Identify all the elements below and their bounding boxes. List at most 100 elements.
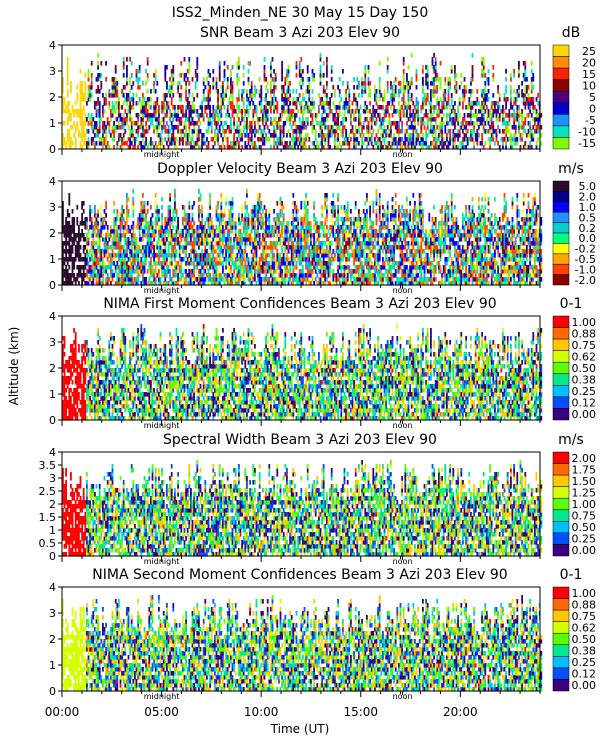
colorbar-label: 0.75	[572, 339, 597, 352]
x-tick-label: 15:00	[343, 705, 378, 719]
colorbar-label: -10	[578, 126, 596, 139]
colorbar-swatch	[552, 137, 570, 150]
colorbar-swatch	[552, 385, 570, 398]
y-tick-label: 4	[49, 310, 56, 323]
y-tick-label: 4	[49, 581, 56, 594]
colorbar-swatch	[552, 586, 570, 599]
noon-label: noon	[393, 150, 413, 159]
colorbar-swatch	[552, 125, 570, 138]
noon-label: noon	[393, 421, 413, 430]
y-tick-label: 0.5	[39, 537, 57, 550]
y-tick-label: 4	[49, 39, 56, 52]
y-tick-label: 4	[49, 175, 56, 188]
colorbar-label: 1.25	[572, 486, 597, 499]
colorbar-swatch	[552, 274, 570, 286]
colorbar-label: 0.50	[572, 362, 597, 375]
panel-title: SNR Beam 3 Azi 203 Elev 90	[200, 25, 400, 41]
colorbar-label: 20	[582, 56, 596, 69]
y-tick-label: 3	[49, 472, 56, 485]
x-axis-label: Time (UT)	[270, 722, 330, 736]
colorbar-label: 0.00	[572, 679, 597, 692]
panel-unit: m/s	[558, 161, 584, 177]
colorbar-label: 0.12	[572, 397, 597, 410]
colorbar-label: 1.75	[572, 463, 597, 476]
colorbar-swatch	[552, 656, 570, 669]
panel-unit: 0-1	[560, 296, 583, 312]
colorbar-swatch	[552, 598, 570, 611]
colorbar-label: 5	[589, 91, 596, 104]
colorbar-swatch	[552, 79, 570, 92]
noon-label: noon	[393, 692, 413, 701]
x-tick-label: 20:00	[443, 705, 478, 719]
colorbar-label: 0.75	[572, 510, 597, 523]
colorbar-swatch	[552, 463, 570, 476]
heatmap-field	[62, 189, 543, 286]
y-tick-label: 2.5	[39, 485, 57, 498]
colorbar-label: 0.75	[572, 610, 597, 623]
midnight-label: midnight	[144, 557, 180, 566]
colorbar-label: 0.62	[572, 621, 597, 634]
colorbar-label: -5	[585, 114, 596, 127]
colorbar-swatch	[552, 114, 570, 127]
colorbar-swatch	[552, 263, 570, 275]
y-tick-label: 0	[49, 143, 56, 156]
midnight-label: midnight	[144, 150, 180, 159]
colorbar-swatch	[552, 373, 570, 386]
panel-title: NIMA Second Moment Confidences Beam 3 Az…	[92, 567, 507, 583]
midnight-label: midnight	[144, 692, 180, 701]
colorbar-label: 5.0	[579, 180, 597, 193]
colorbar-swatch	[552, 338, 570, 351]
colorbar-swatch	[552, 232, 570, 244]
colorbar-label: 0.5	[579, 211, 597, 224]
colorbar-swatch	[552, 486, 570, 499]
colorbar-swatch	[552, 632, 570, 646]
colorbar-label: 1.50	[572, 475, 597, 488]
colorbar-label: 25	[582, 45, 596, 58]
noon-label: noon	[393, 557, 413, 566]
x-tick-label: 05:00	[144, 705, 179, 719]
midnight-label: midnight	[144, 421, 180, 430]
colorbar-label: 0.12	[572, 668, 597, 681]
y-tick-label: 0	[49, 414, 56, 427]
colorbar-label: 0.25	[572, 533, 597, 546]
y-axis-label: Altitude (km)	[7, 327, 21, 406]
colorbar-label: 2.00	[572, 452, 597, 465]
y-tick-label: 0	[49, 279, 56, 292]
y-tick-label: 0	[49, 685, 56, 698]
colorbar-label: 0.25	[572, 385, 597, 398]
colorbar-label: 0.38	[572, 374, 597, 387]
colorbar-label: 1.00	[572, 587, 597, 600]
colorbar-swatch	[552, 396, 570, 409]
colorbar-label: 0.2	[579, 222, 597, 235]
colorbar-swatch	[552, 361, 570, 375]
colorbar-swatch	[552, 474, 570, 487]
colorbar-swatch	[552, 497, 570, 511]
colorbar-label: -0.2	[575, 243, 596, 256]
heatmap-field	[62, 595, 543, 692]
colorbar-swatch	[552, 609, 570, 622]
panel-4: Spectral Width Beam 3 Azi 203 Elev 90 m/s…	[39, 432, 597, 566]
colorbar-swatch	[552, 667, 570, 680]
panel-unit: m/s	[558, 432, 584, 448]
y-tick-label: 1	[49, 117, 56, 130]
panel-1: SNR Beam 3 Azi 203 Elev 90 dB 0 1 2 3 4 midnigh…	[49, 25, 596, 159]
colorbar-swatch	[552, 180, 570, 192]
colorbar-swatch	[552, 544, 570, 557]
colorbar-swatch	[552, 222, 570, 234]
colorbar-label: 1.0	[579, 201, 597, 214]
panel-title: Spectral Width Beam 3 Azi 203 Elev 90	[163, 432, 437, 448]
y-tick-label: 1	[49, 388, 56, 401]
colorbar-swatch	[552, 90, 570, 104]
y-tick-label: 0	[49, 550, 56, 563]
y-tick-label: 4	[49, 446, 56, 459]
colorbar-label: 0.0	[579, 232, 597, 245]
colorbar-swatch	[552, 644, 570, 657]
colorbar-label: 0	[589, 103, 596, 116]
colorbar-label: 0.88	[572, 327, 597, 340]
colorbar-label: 10	[582, 79, 596, 92]
colorbar-swatch	[552, 253, 570, 265]
colorbar-swatch	[552, 191, 570, 203]
colorbar-label: 1.00	[572, 316, 597, 329]
panel-3: NIMA First Moment Confidences Beam 3 Azi…	[49, 296, 596, 430]
colorbar-swatch	[552, 408, 570, 421]
